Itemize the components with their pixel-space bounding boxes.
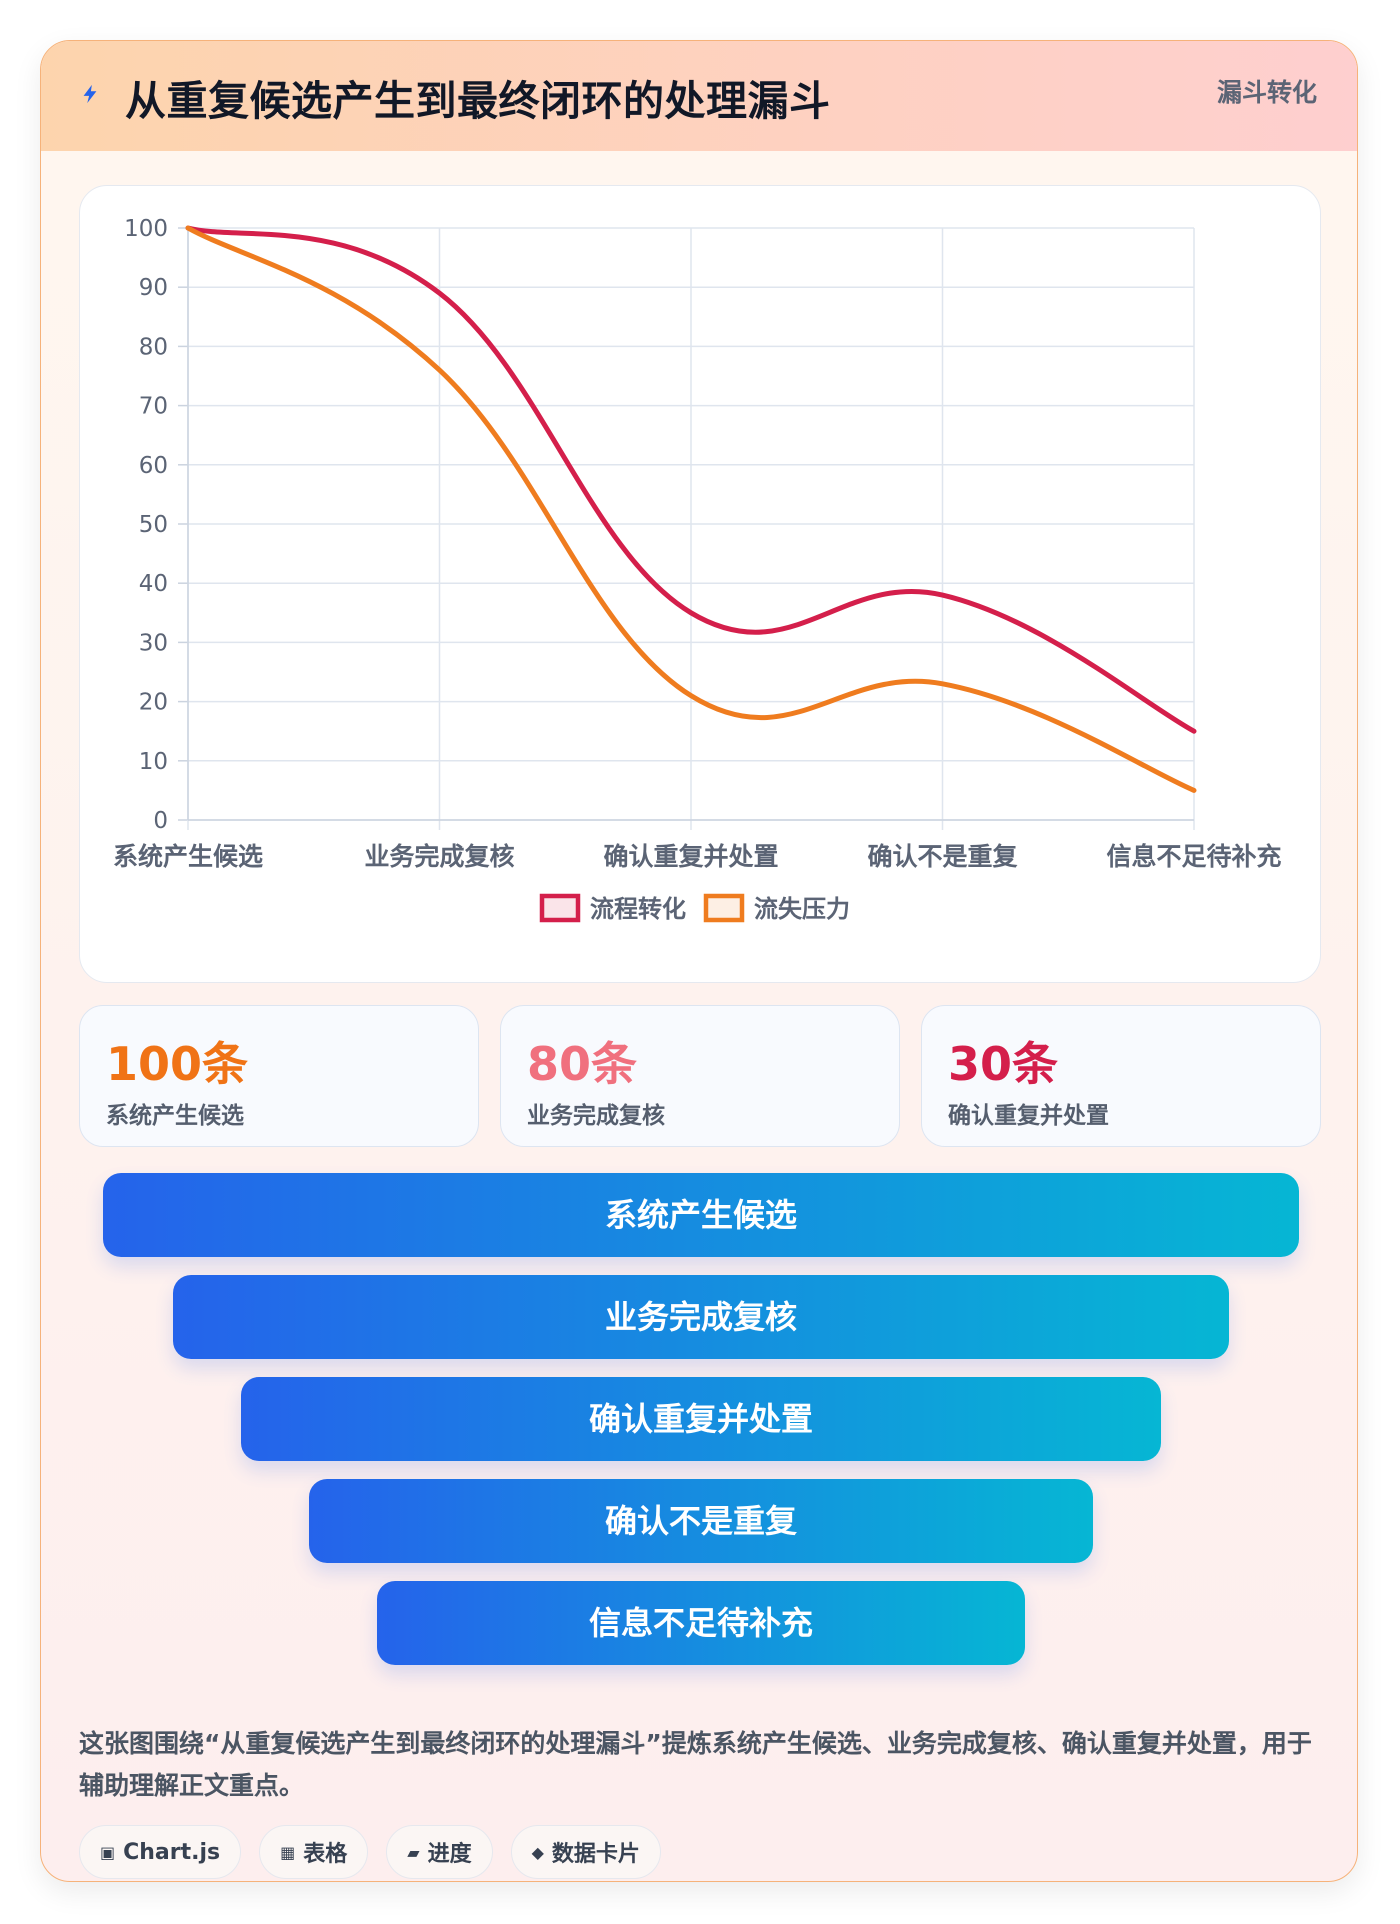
data-point-series-2	[941, 682, 944, 686]
funnel-stage-4: 确认不是重复	[309, 1479, 1093, 1563]
data-point-series-2	[689, 694, 693, 698]
data-point-series-1	[438, 291, 441, 295]
stat-label: 系统产生候选	[106, 1103, 244, 1129]
chip-table[interactable]: ▦ 表格	[259, 1825, 369, 1879]
category-tag: 漏斗转化	[1216, 78, 1317, 107]
y-tick-label: 20	[139, 690, 168, 716]
y-tick-label: 100	[124, 216, 168, 242]
x-tick-label: 信息不足待补充	[1106, 842, 1281, 871]
x-tick-label: 业务完成复核	[364, 842, 514, 871]
progress-icon: ▰	[407, 1842, 420, 1862]
funnel-stage-5: 信息不足待补充	[377, 1581, 1025, 1665]
stat-card-2: 80条 业务完成复核	[500, 1005, 900, 1147]
chip-chartjs[interactable]: ▣ Chart.js	[79, 1825, 242, 1879]
chip-label: Chart.js	[123, 1839, 221, 1865]
card-header: 从重复候选产生到最终闭环的处理漏斗 漏斗转化	[41, 41, 1357, 151]
legend-swatch-1	[539, 893, 581, 923]
table-icon: ▦	[280, 1842, 296, 1862]
chart-icon: ▣	[100, 1842, 116, 1862]
stat-value: 100条	[106, 1037, 249, 1091]
y-tick-label: 0	[153, 808, 168, 834]
stat-value: 30条	[948, 1037, 1059, 1091]
stat-label: 业务完成复核	[527, 1103, 665, 1129]
data-point-series-2	[438, 368, 441, 372]
y-tick-label: 10	[139, 749, 168, 775]
legend-swatch-2	[703, 893, 745, 923]
lightning-icon	[83, 84, 97, 104]
data-point-series-2	[1192, 788, 1196, 792]
funnel-card: 从重复候选产生到最终闭环的处理漏斗 漏斗转化 0 10 20 30 40 50 60 70 80…	[40, 40, 1358, 1882]
chip-label: 数据卡片	[551, 1842, 640, 1867]
funnel-stage-2: 业务完成复核	[173, 1275, 1229, 1359]
data-point-series-2	[186, 226, 190, 230]
chip-label: 表格	[303, 1842, 348, 1867]
x-tick-label: 确认重复并处置	[603, 842, 778, 871]
stat-value: 80条	[527, 1037, 638, 1091]
y-tick-label: 30	[139, 630, 168, 656]
page-title: 从重复候选产生到最终闭环的处理漏斗	[125, 77, 831, 125]
chip-data-card[interactable]: ◆ 数据卡片	[510, 1825, 661, 1879]
data-point-series-1	[689, 611, 693, 615]
chip-progress[interactable]: ▰ 进度	[386, 1825, 493, 1879]
legend-label-1: 流程转化	[590, 895, 686, 923]
stat-card-3: 30条 确认重复并处置	[921, 1005, 1321, 1147]
y-tick-label: 50	[139, 512, 168, 538]
chart-panel: 0 10 20 30 40 50 60 70 80 90 100 系统产生候选 业务完成复核 确认重复并处…	[79, 185, 1321, 983]
data-point-series-1	[1192, 729, 1196, 733]
funnel-stage-3: 确认重复并处置	[241, 1377, 1161, 1461]
funnel-stage-1: 系统产生候选	[103, 1173, 1299, 1257]
line-chart: 0 10 20 30 40 50 60 70 80 90 100 系统产生候选 业务完成复核 确认重复并处…	[113, 216, 1282, 923]
stat-label: 确认重复并处置	[948, 1103, 1109, 1129]
y-tick-label: 40	[139, 571, 168, 597]
x-tick-label: 确认不是重复	[867, 842, 1018, 871]
y-tick-label: 90	[139, 275, 168, 301]
y-tick-label: 70	[139, 394, 168, 420]
stat-card-1: 100条 系统产生候选	[79, 1005, 479, 1147]
x-tick-label: 系统产生候选	[113, 842, 263, 871]
y-tick-label: 60	[139, 453, 168, 479]
y-tick-label: 80	[139, 334, 168, 360]
chip-label: 进度	[427, 1842, 472, 1867]
legend-label-2: 流失压力	[754, 895, 850, 923]
data-point-series-1	[941, 593, 944, 597]
tech-chips: ▣ Chart.js ▦ 表格 ▰ 进度 ◆ 数据卡片	[79, 1825, 661, 1879]
diamond-icon: ◆	[531, 1842, 544, 1862]
series-line-2	[185, 225, 1197, 793]
chart-description: 这张图围绕“从重复候选产生到最终闭环的处理漏斗”提炼系统产生候选、业务完成复核、…	[79, 1729, 1312, 1800]
